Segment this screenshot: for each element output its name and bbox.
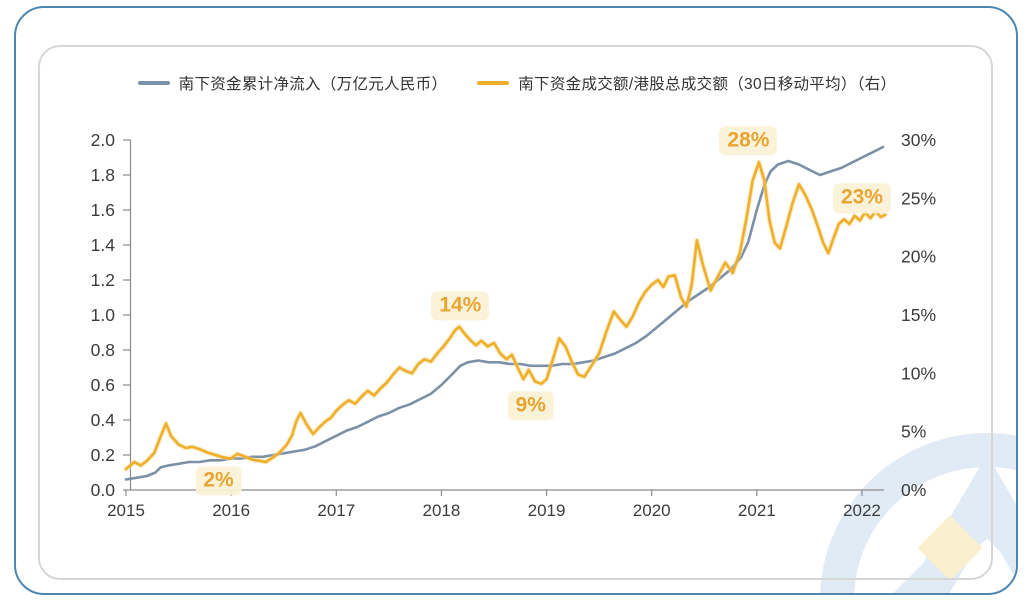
legend-label-cumulative-inflow: 南下资金累计净流入（万亿元人民币） xyxy=(178,76,448,93)
svg-text:0.8: 0.8 xyxy=(91,340,115,360)
svg-text:2.0: 2.0 xyxy=(91,130,116,150)
svg-text:15%: 15% xyxy=(901,305,936,325)
svg-text:2021: 2021 xyxy=(738,501,776,520)
svg-text:30%: 30% xyxy=(901,130,936,150)
svg-text:2016: 2016 xyxy=(212,501,250,520)
svg-text:20%: 20% xyxy=(901,247,936,267)
svg-text:2018: 2018 xyxy=(423,501,461,520)
svg-text:2020: 2020 xyxy=(633,501,671,520)
legend-item-cumulative-inflow: 南下资金累计净流入（万亿元人民币） xyxy=(137,72,448,94)
svg-text:0.0: 0.0 xyxy=(91,480,116,500)
legend-label-turnover-ratio: 南下资金成交额/港股总成交额（30日移动平均）（右） xyxy=(518,76,897,93)
svg-text:2017: 2017 xyxy=(317,501,355,520)
legend-item-turnover-ratio: 南下资金成交额/港股总成交额（30日移动平均）（右） xyxy=(477,72,896,94)
svg-text:5%: 5% xyxy=(901,422,926,442)
svg-text:2015: 2015 xyxy=(107,501,145,520)
svg-text:1.8: 1.8 xyxy=(91,165,115,185)
ratio-line-swatch-icon xyxy=(477,81,510,85)
svg-text:0.6: 0.6 xyxy=(91,375,115,395)
svg-text:25%: 25% xyxy=(901,188,936,208)
svg-text:2022: 2022 xyxy=(843,501,881,520)
svg-text:10%: 10% xyxy=(901,363,936,383)
svg-text:1.4: 1.4 xyxy=(91,235,116,255)
inflow-line-swatch-icon xyxy=(137,81,170,85)
svg-text:1.6: 1.6 xyxy=(91,200,115,220)
svg-text:0.4: 0.4 xyxy=(91,410,116,430)
svg-text:1.2: 1.2 xyxy=(91,270,115,290)
chart-card xyxy=(38,45,993,580)
svg-text:2019: 2019 xyxy=(528,501,566,520)
chart-legend: 南下资金累计净流入（万亿元人民币） 南下资金成交额/港股总成交额（30日移动平均… xyxy=(0,72,1034,94)
svg-text:0%: 0% xyxy=(901,480,926,500)
svg-text:1.0: 1.0 xyxy=(91,305,116,325)
svg-text:0.2: 0.2 xyxy=(91,445,115,465)
